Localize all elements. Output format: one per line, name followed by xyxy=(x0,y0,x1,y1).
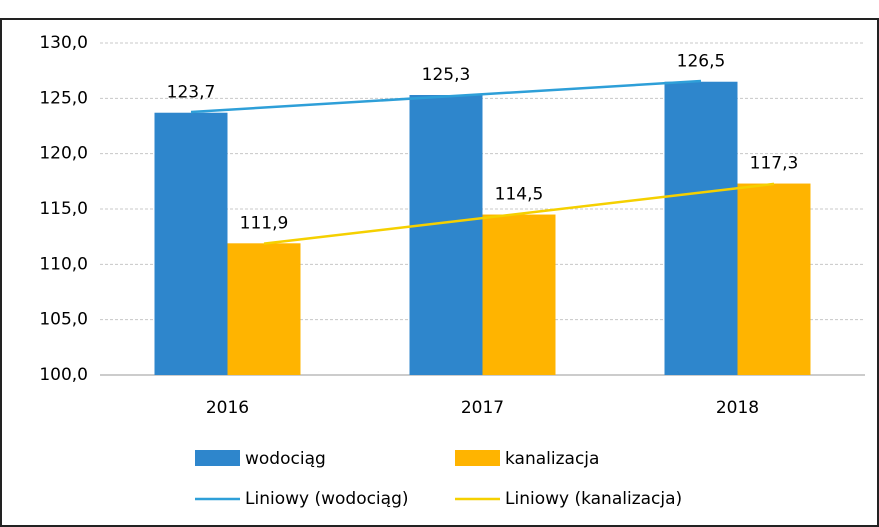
data-label: 114,5 xyxy=(495,185,544,205)
bar xyxy=(409,95,483,375)
x-tick-label: 2018 xyxy=(716,398,759,418)
bar xyxy=(737,183,811,375)
data-label: 126,5 xyxy=(677,52,726,72)
legend-label: Liniowy (wodociąg) xyxy=(245,489,409,509)
data-label: 111,9 xyxy=(240,213,289,233)
y-tick-label: 130,0 xyxy=(39,33,88,53)
trendline xyxy=(263,182,775,245)
y-tick-label: 100,0 xyxy=(39,365,88,385)
legend-label: Liniowy (kanalizacja) xyxy=(505,489,682,509)
bar xyxy=(154,112,228,375)
y-tick-label: 105,0 xyxy=(39,310,88,330)
y-tick-label: 115,0 xyxy=(39,199,88,219)
bar xyxy=(227,243,301,375)
data-label: 125,3 xyxy=(422,65,471,85)
legend-label: wodociąg xyxy=(245,449,326,469)
x-tick-label: 2016 xyxy=(206,398,249,418)
x-tick-label: 2017 xyxy=(461,398,504,418)
legend-label: kanalizacja xyxy=(505,449,599,469)
y-tick-label: 125,0 xyxy=(39,88,88,108)
data-label: 123,7 xyxy=(167,83,216,103)
data-label: 117,3 xyxy=(750,154,799,174)
trendline xyxy=(190,79,702,114)
legend-swatch xyxy=(195,450,240,466)
bar xyxy=(664,81,738,375)
y-tick-label: 110,0 xyxy=(39,254,88,274)
legend-swatch xyxy=(455,450,500,466)
bar xyxy=(482,214,556,375)
y-tick-label: 120,0 xyxy=(39,144,88,164)
